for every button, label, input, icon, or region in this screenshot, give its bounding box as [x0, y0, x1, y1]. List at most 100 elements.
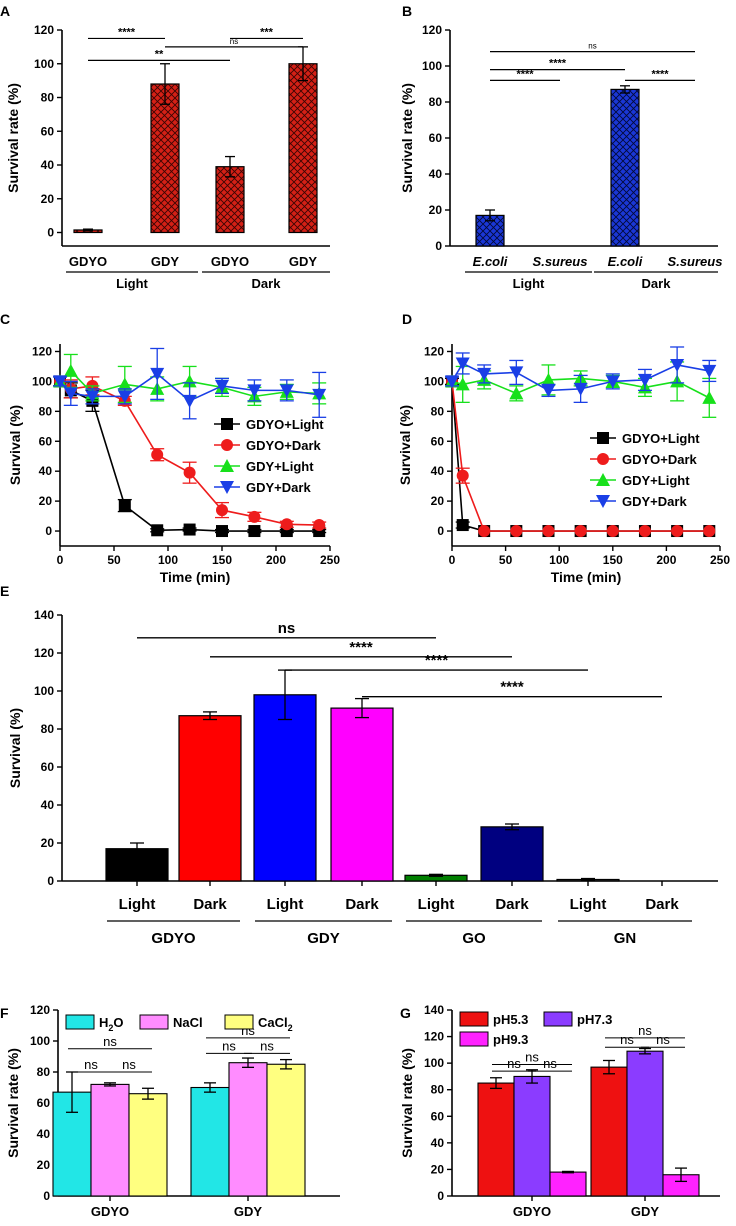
data-point [637, 373, 652, 387]
data-point [183, 466, 196, 479]
bar [90, 1083, 130, 1197]
data-point [85, 390, 100, 404]
y-tick-label: 20 [431, 1162, 445, 1176]
y-tick-label: 20 [431, 494, 445, 508]
legend-label: NaCl [173, 1015, 203, 1030]
category-label: Dark [193, 896, 227, 913]
y-tick-label: 40 [39, 464, 53, 478]
data-point [248, 510, 261, 523]
bar [480, 826, 544, 882]
data-point [509, 366, 524, 380]
significance-label: ns [278, 620, 296, 637]
data-point [573, 382, 588, 396]
data-point [182, 394, 197, 408]
data-point [312, 388, 327, 402]
data-point [221, 418, 233, 430]
legend-swatch [459, 1011, 489, 1027]
series-line [451, 362, 710, 392]
data-point [477, 367, 492, 381]
group-label: GN [614, 930, 637, 947]
data-point [596, 473, 610, 486]
data-point [279, 384, 294, 398]
data-point [509, 386, 524, 400]
bar [610, 88, 640, 247]
category-label: Dark [645, 896, 679, 913]
data-point [542, 525, 555, 538]
legend-swatch [459, 1031, 489, 1047]
significance-label: **** [500, 679, 524, 696]
significance-label: ns [638, 1023, 652, 1038]
significance-label: ns [84, 1057, 98, 1072]
significance-label: ns [525, 1049, 539, 1064]
y-tick-label: 100 [34, 57, 54, 71]
data-point [597, 432, 609, 444]
legend-label: GDY+Light [246, 459, 314, 474]
legend-text-main: H [99, 1015, 108, 1030]
data-point [541, 384, 556, 398]
significance-label: *** [260, 26, 274, 38]
y-tick-label: 80 [41, 722, 55, 736]
legend-text-end: O [113, 1015, 123, 1030]
y-tick-label: 40 [41, 158, 55, 172]
category-label: GDYO [211, 254, 249, 269]
legend-swatch [65, 1014, 95, 1030]
data-point [541, 372, 556, 386]
data-point [220, 459, 234, 472]
y-tick-label: 80 [37, 1065, 51, 1079]
y-tick-label: 40 [37, 1127, 51, 1141]
data-point [597, 453, 609, 465]
legend-label: pH7.3 [577, 1012, 612, 1027]
significance-label: ns [230, 37, 238, 46]
y-tick-label: 100 [34, 684, 54, 698]
y-tick-label: 0 [435, 239, 442, 253]
y-tick-label: 60 [41, 124, 55, 138]
legend-label: CaCl2 [258, 1015, 293, 1033]
panel-letter: A [0, 3, 10, 19]
data-point [605, 375, 620, 389]
significance-label: ns [620, 1032, 634, 1047]
group-label: Dark [252, 276, 282, 291]
data-point [118, 499, 131, 512]
x-axis-title: Time (min) [160, 569, 231, 585]
data-point [280, 518, 293, 531]
y-axis-title: Survival rate (%) [5, 1048, 21, 1158]
y-tick-label: 80 [429, 95, 443, 109]
data-point [151, 448, 164, 461]
category-label: GDYO [69, 254, 107, 269]
series-line [59, 369, 320, 398]
y-tick-label: 100 [424, 1056, 444, 1070]
category-label: GDY [289, 254, 318, 269]
data-point [117, 377, 132, 391]
legend-swatch [224, 1014, 254, 1030]
data-point [53, 375, 67, 389]
y-tick-label: 0 [45, 524, 52, 538]
y-tick-label: 60 [41, 760, 55, 774]
y-tick-label: 60 [431, 1109, 445, 1123]
y-tick-label: 120 [34, 23, 54, 37]
significance-label: ns [656, 1032, 670, 1047]
y-tick-label: 80 [431, 404, 445, 418]
category-label: S.sureus [668, 254, 723, 269]
series-line [59, 372, 320, 402]
category-label: Light [267, 896, 304, 913]
y-tick-label: 60 [37, 1096, 51, 1110]
bar [266, 1063, 306, 1197]
data-point [455, 377, 470, 391]
y-axis-title: Survival rate (%) [5, 83, 21, 193]
significance-label: ns [122, 1057, 136, 1072]
x-tick-label: 100 [158, 553, 178, 567]
significance-label: ns [103, 1034, 117, 1049]
x-tick-label: 250 [710, 553, 730, 567]
bar [549, 1171, 587, 1197]
y-tick-label: 40 [431, 1136, 445, 1150]
legend-label: GDYO+Light [246, 417, 324, 432]
legend-label: GDYO+Dark [246, 438, 322, 453]
x-axis-title: Time (min) [551, 569, 622, 585]
y-tick-label: 20 [429, 203, 443, 217]
bar [215, 166, 245, 234]
panel-a: 0 20 40 60 80 100 120 Survival rate (%) A GDYO GDY… [0, 3, 330, 291]
legend-label: GDY+Light [622, 473, 690, 488]
legend-label: H2O [99, 1015, 124, 1033]
y-tick-label: 120 [30, 1003, 50, 1017]
